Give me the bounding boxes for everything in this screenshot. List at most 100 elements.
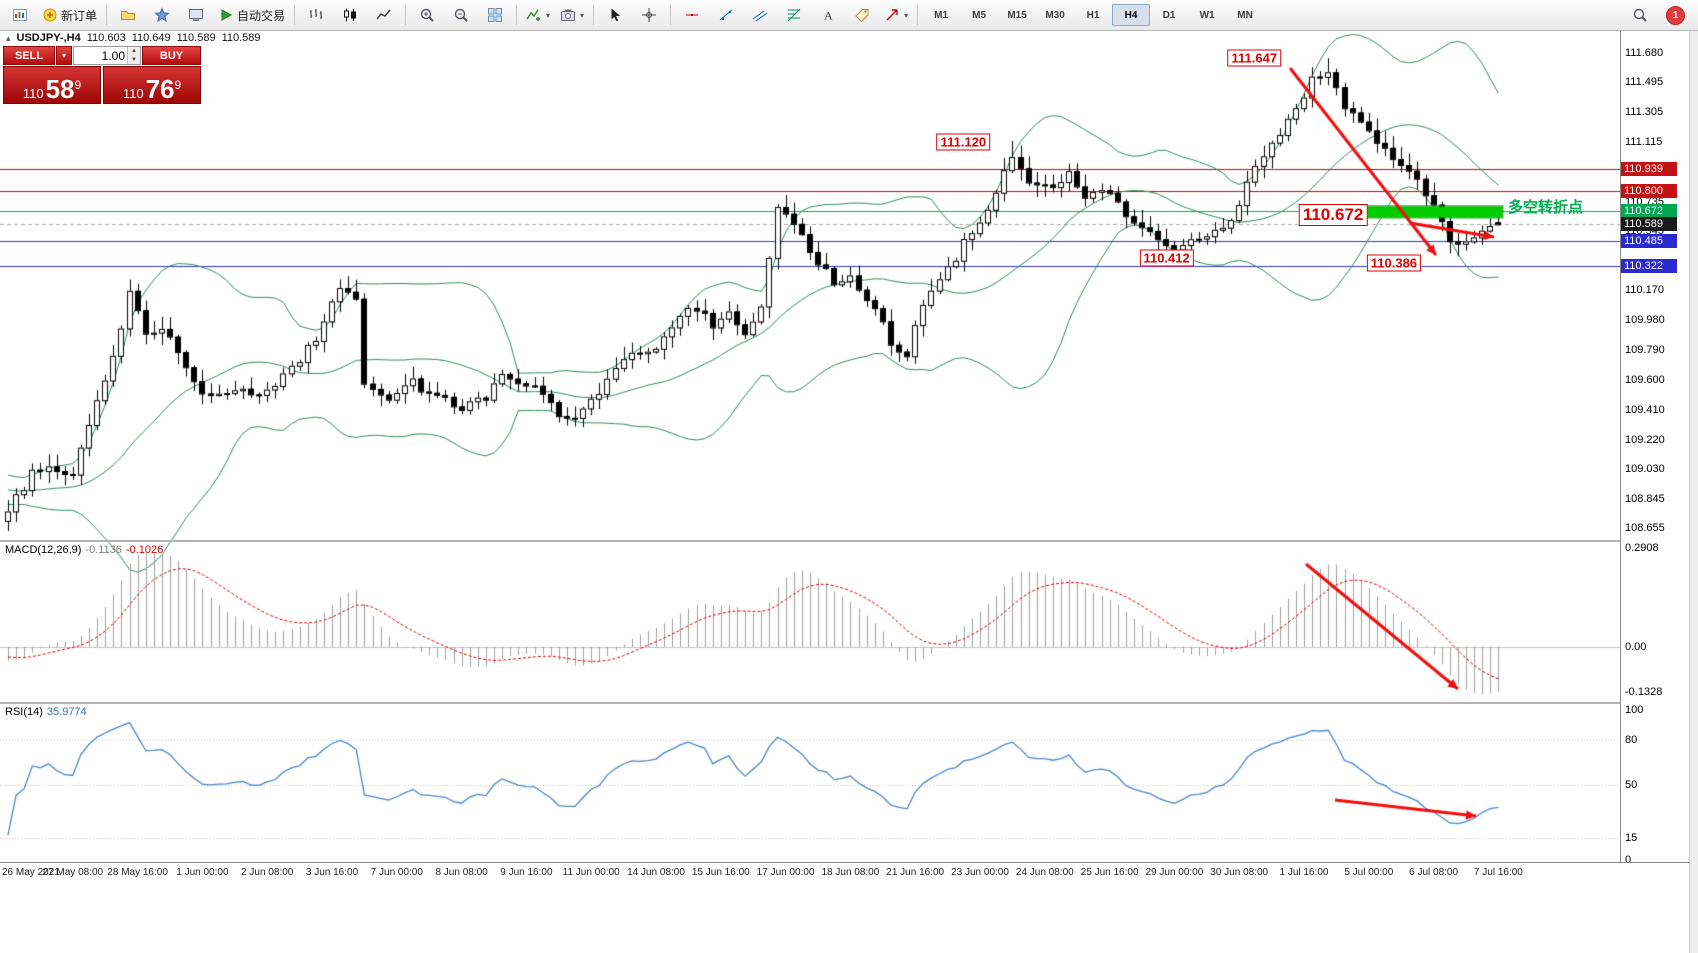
indicators-list-button[interactable]: ▾ — [521, 2, 555, 28]
volume-field[interactable]: 1.00 ▲ ▼ — [73, 46, 141, 65]
time-tick: 30 Jun 08:00 — [1210, 867, 1269, 878]
time-tick: 14 Jun 08:00 — [627, 867, 685, 878]
search-icon[interactable] — [1623, 2, 1657, 28]
price-callout[interactable]: 110.412 — [1139, 249, 1194, 267]
chart-snapshot-button[interactable]: ▾ — [555, 2, 589, 28]
toolbar-separator — [593, 5, 595, 25]
macd-axis-tick: -0.1328 — [1625, 686, 1663, 699]
tile-windows-button[interactable] — [478, 2, 512, 28]
rsi-axis-tick: 0 — [1625, 854, 1632, 866]
time-tick: 17 Jun 00:00 — [756, 867, 815, 878]
price-callout[interactable]: 111.120 — [936, 133, 991, 151]
candle-chart-mode-button[interactable] — [333, 2, 367, 28]
toolbar-buttons: 新订单 自动交易 ▾ ▾ A ▾ M1 M5 M15 M30 H1 H4 D1 W1 MN — [3, 2, 1264, 28]
sell-options-caret[interactable]: ▾ — [56, 46, 72, 65]
time-tick: 7 Jun 00:00 — [370, 867, 423, 878]
time-tick: 23 Jun 00:00 — [951, 867, 1009, 878]
chart-canvas[interactable] — [0, 30, 1620, 882]
vertical-scrollbar[interactable] — [1689, 30, 1698, 953]
price-tick: 109.220 — [1625, 433, 1665, 446]
bar-chart-mode-button[interactable] — [299, 2, 333, 28]
price-tick: 109.790 — [1625, 344, 1665, 356]
draw-horizontal-line-button[interactable] — [675, 2, 709, 28]
time-tick: 21 Jun 16:00 — [886, 867, 945, 878]
timeframe-mn[interactable]: MN — [1237, 9, 1253, 21]
volume-stepper[interactable]: ▲ ▼ — [127, 47, 140, 64]
timeframe-w1[interactable]: W1 — [1199, 9, 1215, 21]
draw-channel-button[interactable] — [743, 2, 777, 28]
timeframe-h1[interactable]: H1 — [1086, 9, 1100, 21]
price-tick: 111.115 — [1625, 135, 1663, 148]
time-tick: 2 Jun 08:00 — [241, 867, 294, 878]
price-callout[interactable]: 110.672 — [1298, 204, 1368, 227]
new-order-button[interactable]: 新订单 — [37, 2, 102, 28]
sell-button[interactable]: SELL — [3, 46, 55, 65]
volume-up-icon[interactable]: ▲ — [128, 47, 140, 56]
timeframe-h4[interactable]: H4 — [1112, 4, 1151, 26]
navigator-button[interactable] — [145, 2, 179, 28]
price-callout[interactable]: 111.647 — [1227, 49, 1282, 67]
timeframe-m15[interactable]: M15 — [1007, 9, 1027, 21]
toolbar-separator — [516, 5, 518, 25]
draw-text-button[interactable]: A — [811, 2, 845, 28]
toolbar-right: 1 — [1623, 2, 1698, 28]
buy-price-sup: 9 — [174, 78, 182, 92]
price-tick: 110.170 — [1625, 284, 1664, 297]
price-tick: 111.680 — [1625, 47, 1664, 59]
turning-point-label[interactable]: 多空转折点 — [1508, 199, 1584, 216]
sell-price-button[interactable]: 110 58 9 — [3, 66, 101, 104]
toolbar-separator — [106, 5, 108, 25]
time-tick: 24 Jun 08:00 — [1015, 867, 1074, 878]
price-level-badge: 110.800 — [1621, 184, 1677, 199]
buy-price-button[interactable]: 110 76 9 — [103, 66, 201, 104]
new-chart-button[interactable] — [3, 2, 37, 28]
price-level-badge: 110.485 — [1621, 233, 1677, 248]
time-tick: 5 Jul 00:00 — [1344, 867, 1394, 878]
toolbar-separator — [670, 5, 672, 25]
price-axis[interactable]: 111.680111.495111.305111.115110.735110.5… — [1620, 30, 1690, 882]
pane-separator-rsi[interactable] — [0, 702, 1689, 704]
pane-separator-macd[interactable] — [0, 540, 1689, 542]
chart-region[interactable]: ▴ USDJPY-,H4 110.603 110.649 110.589 110… — [0, 30, 1698, 953]
sell-price-big: 58 — [45, 74, 75, 104]
rsi-axis-tick: 80 — [1625, 734, 1638, 746]
price-level-badge: 110.589 — [1621, 217, 1677, 232]
timeframe-d1[interactable]: D1 — [1162, 9, 1176, 21]
price-tick: 111.305 — [1625, 105, 1664, 118]
buy-price-main: 110 — [122, 86, 144, 101]
buy-price-big: 76 — [145, 74, 175, 104]
line-chart-mode-button[interactable] — [367, 2, 401, 28]
price-tick: 108.655 — [1625, 522, 1665, 535]
price-tick: 108.845 — [1625, 492, 1665, 505]
toolbar-separator — [294, 5, 296, 25]
zoom-in-button[interactable] — [410, 2, 444, 28]
draw-fibonacci-button[interactable] — [777, 2, 811, 28]
autotrade-button[interactable]: 自动交易 — [213, 2, 290, 28]
buy-button[interactable]: BUY — [142, 46, 201, 65]
cursor-tool-button[interactable] — [598, 2, 632, 28]
time-tick: 27 May 08:00 — [42, 867, 104, 878]
time-tick: 29 Jun 00:00 — [1145, 867, 1204, 878]
sell-price-sup: 9 — [74, 78, 82, 92]
draw-label-button[interactable] — [845, 2, 879, 28]
volume-value[interactable]: 1.00 — [101, 49, 125, 63]
volume-down-icon[interactable]: ▼ — [128, 55, 140, 64]
timeframe-m30[interactable]: M30 — [1045, 9, 1065, 21]
time-tick: 9 Jun 16:00 — [500, 867, 553, 878]
draw-arrows-button[interactable]: ▾ — [879, 2, 913, 28]
zoom-out-button[interactable] — [444, 2, 478, 28]
time-axis[interactable]: 26 May 2021 27 May 08:00 28 May 16:00 1 Jun… — [0, 862, 1689, 883]
draw-trendline-button[interactable] — [709, 2, 743, 28]
price-callout[interactable]: 110.386 — [1366, 254, 1422, 272]
timeframe-m1[interactable]: M1 — [934, 9, 949, 21]
timeframe-m5[interactable]: M5 — [972, 9, 987, 21]
time-tick: 25 Jun 16:00 — [1080, 867, 1139, 878]
notification-badge[interactable]: 1 — [1666, 5, 1685, 25]
time-tick: 3 Jun 16:00 — [305, 867, 359, 878]
svg-text:A: A — [824, 9, 833, 23]
price-level-badge: 110.322 — [1621, 259, 1677, 274]
market-watch-button[interactable] — [111, 2, 145, 28]
terminal-button[interactable] — [179, 2, 213, 28]
time-tick: 1 Jun 00:00 — [176, 867, 229, 878]
crosshair-tool-button[interactable] — [632, 2, 666, 28]
